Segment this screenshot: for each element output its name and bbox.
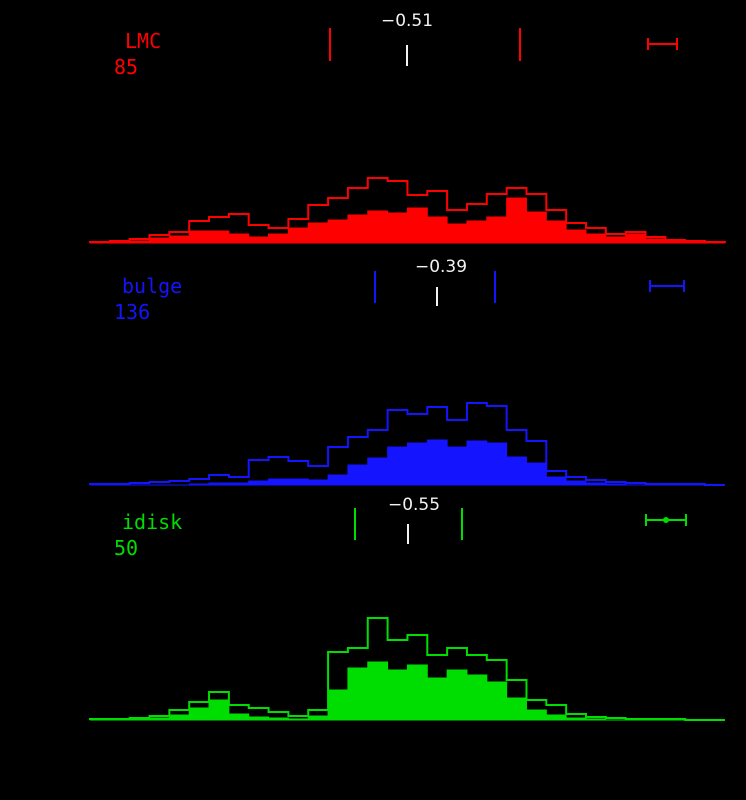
panel-label-bulge: bulge (122, 274, 183, 298)
filled-histogram-bulge (90, 439, 725, 486)
mean-value-lmc: −0.51 (380, 11, 434, 31)
sample-count-idisk: 50 (114, 536, 139, 560)
open-histogram-idisk (89, 617, 725, 721)
error-bar-dot-idisk (663, 517, 669, 523)
panel-label-lmc: LMC (125, 29, 162, 53)
mean-value-bulge: −0.39 (414, 257, 468, 277)
sample-count-lmc: 85 (114, 55, 139, 79)
panel-label-idisk: idisk (122, 510, 183, 534)
mean-value-idisk: −0.55 (387, 495, 441, 515)
open-histogram-lmc (89, 177, 726, 243)
open-histogram-bulge (89, 402, 725, 486)
sample-count-bulge: 136 (114, 300, 151, 324)
filled-histogram-lmc (90, 197, 725, 244)
filled-histogram-idisk (90, 661, 725, 721)
